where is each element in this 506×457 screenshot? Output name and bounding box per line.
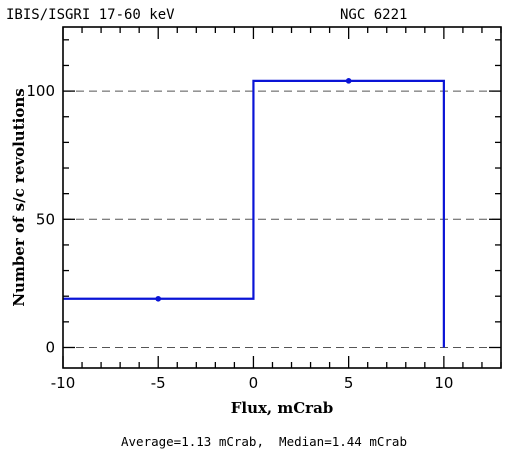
x-tick-label: -5 xyxy=(151,374,166,392)
y-tick-label: 100 xyxy=(26,82,55,100)
histogram-series xyxy=(63,78,445,348)
x-axis-label: Flux, mCrab xyxy=(231,399,334,417)
histogram-step-line xyxy=(63,79,445,348)
chart-header-source: NGC 6221 xyxy=(340,7,407,23)
x-tick-label: 5 xyxy=(344,374,354,392)
y-tick-label: 0 xyxy=(45,338,55,356)
axis-ticks xyxy=(62,27,502,368)
x-tick-label: 0 xyxy=(249,374,259,392)
grid-lines xyxy=(63,90,501,348)
y-axis-label: Number of s/c revolutions xyxy=(10,88,28,306)
y-tick-label: 50 xyxy=(36,210,55,228)
summary-statistics: Average=1.13 mCrab, Median=1.44 mCrab xyxy=(121,434,407,449)
x-tick-label: -10 xyxy=(51,374,76,392)
x-tick-label: 10 xyxy=(434,374,453,392)
bin-center-point xyxy=(155,295,162,302)
plot-frame xyxy=(62,26,502,369)
bin-center-point xyxy=(345,78,352,84)
chart-header-instrument: IBIS/ISGRI 17-60 keV xyxy=(6,7,175,23)
